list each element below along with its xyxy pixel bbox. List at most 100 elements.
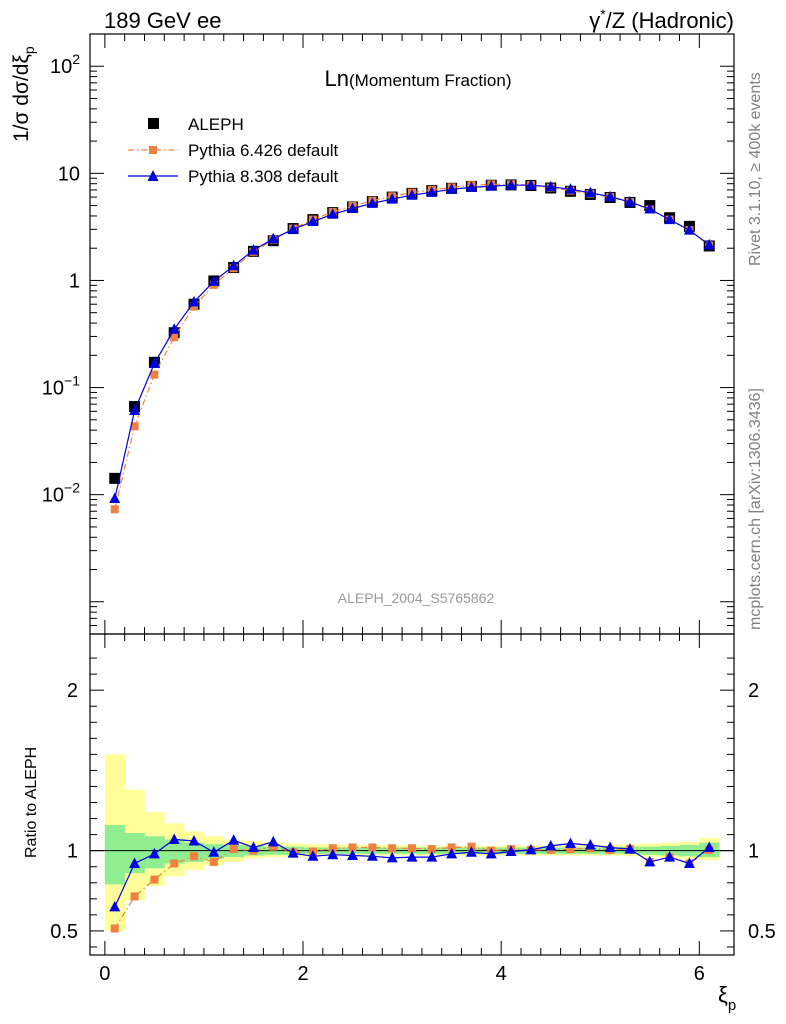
axes: 0 2 4 6 10−2 10−1 1 10 102 0.5 0.5 1 1 2 2	[42, 33, 776, 985]
pythia8-point	[208, 275, 220, 286]
pythia8-point	[109, 492, 121, 504]
ratio-band-inner	[104, 824, 126, 885]
ratio-pythia6-point	[388, 844, 397, 853]
pythia8-point	[683, 224, 695, 235]
main-y-tick-label: 10−2	[42, 480, 80, 507]
pythia8-point	[664, 213, 676, 225]
ratio-pythia8-point	[624, 843, 636, 854]
ratio-pythia8-point	[683, 857, 695, 869]
ratio-pythia8-point	[525, 843, 537, 855]
ratio-pythia8-point	[505, 845, 517, 856]
pythia8-point	[565, 183, 577, 194]
legend: ALEPH Pythia 6.426 default Pythia 8.308 …	[128, 115, 339, 186]
plot-title: Ln(Momentum Fraction)	[325, 66, 512, 91]
ratio-pythia8-point	[347, 849, 359, 860]
main-y-axis-label: 1/σ dσ/dξp	[10, 46, 37, 142]
ratio-pythia8-point	[228, 834, 240, 845]
legend-label-aleph: ALEPH	[188, 115, 244, 134]
ratio-y-tick-label-left: 1	[67, 841, 78, 863]
header-process: γ*/Z (Hadronic)	[589, 6, 734, 33]
pythia6-point	[170, 333, 179, 342]
pythia8-point	[366, 197, 378, 208]
x-tick-label: 0	[99, 963, 110, 985]
ratio-pythia6-point	[150, 875, 159, 884]
pythia8-point	[247, 244, 259, 255]
pythia6-point	[110, 505, 119, 514]
ratio-pythia8-point	[604, 841, 616, 852]
ratio-pythia6-point	[348, 843, 357, 852]
ratio-pythia6-point	[566, 845, 575, 854]
rivet-version-label: Rivet 3.1.10, ≥ 400k events	[747, 72, 764, 266]
pythia8-point	[327, 208, 339, 219]
ratio-pythia6-point	[408, 844, 416, 853]
ratio-y-tick-label-right: 0.5	[748, 921, 776, 943]
ratio-band-inner	[184, 842, 205, 862]
legend-marker-pythia6	[149, 146, 157, 154]
pythia8-point	[624, 196, 636, 207]
pythia8-point	[525, 179, 537, 190]
ratio-pythia8-point	[465, 846, 477, 857]
ratio-y-axis-label: Ratio to ALEPH	[23, 747, 40, 858]
pythia8-point	[584, 186, 596, 198]
pythia8-line	[114, 184, 710, 499]
ratio-uncertainty-bands	[90, 754, 734, 931]
main-y-tick-label: 10−1	[42, 373, 80, 400]
pythia8-point	[267, 232, 279, 244]
ratio-pythia8-point	[485, 847, 497, 859]
x-axis-label: ξp	[718, 982, 736, 1014]
pythia8-point	[446, 183, 458, 194]
ratio-pythia8-point	[545, 839, 557, 851]
ratio-pythia8-point	[188, 835, 200, 846]
ratio-pythia8-point	[327, 848, 339, 860]
pythia6-point	[150, 370, 159, 379]
ratio-band-inner	[164, 839, 185, 864]
legend-entry-aleph: ALEPH	[148, 115, 244, 134]
pythia8-point	[168, 323, 180, 334]
ratio-pythia6-point	[447, 843, 456, 852]
ratio-pythia6-point	[229, 845, 238, 854]
pythia6-line	[114, 183, 710, 510]
legend-marker-pythia8	[147, 170, 159, 181]
ratio-pythia8-point	[109, 900, 121, 912]
legend-label-pythia8: Pythia 8.308 default	[188, 167, 339, 186]
pythia8-point	[703, 238, 715, 250]
pythia8-point	[465, 181, 477, 192]
ratio-pythia8-point	[307, 850, 319, 861]
pythia6-point	[190, 302, 199, 311]
pythia8-point	[505, 179, 517, 190]
main-panel-series	[109, 179, 715, 514]
ratio-pythia8-point	[426, 851, 438, 862]
pythia6-point	[130, 422, 139, 431]
ratio-pythia6-point	[130, 892, 139, 901]
ratio-pythia8-point	[644, 855, 656, 867]
ratio-pythia8-point	[386, 851, 398, 863]
pythia8-point	[148, 357, 160, 368]
pythia8-point	[228, 259, 240, 271]
aleph-point	[109, 472, 121, 484]
ratio-pythia8-point	[208, 846, 220, 857]
ratio-pythia6-point	[209, 857, 218, 866]
ratio-panel-frame	[89, 633, 735, 956]
ratio-pythia8-point	[664, 851, 676, 862]
ratio-pythia6-point	[190, 852, 199, 861]
ratio-pythia8-point	[287, 847, 299, 858]
x-tick-label: 6	[694, 963, 705, 985]
legend-entry-pythia8: Pythia 8.308 default	[128, 167, 339, 186]
x-tick-label: 2	[297, 963, 308, 985]
pythia8-point	[386, 193, 398, 204]
ratio-band-inner	[124, 833, 145, 874]
legend-label-pythia6: Pythia 6.426 default	[188, 141, 339, 160]
x-tick-label: 4	[496, 963, 507, 985]
ratio-pythia8-point	[148, 847, 160, 859]
ratio-y-tick-label-left: 2	[67, 680, 78, 702]
pythia8-point	[644, 202, 656, 214]
mcplots-credit-label: mcplots.cern.ch [arXiv:1306.3436]	[747, 388, 764, 630]
ratio-pythia8-point	[129, 857, 141, 869]
ratio-pythia6-point	[368, 843, 377, 852]
ratio-panel-series	[109, 833, 715, 933]
ratio-pythia8-point	[565, 837, 577, 848]
pythia8-point	[188, 295, 200, 307]
ratio-pythia8-point	[267, 835, 279, 847]
ratio-y-tick-label-right: 1	[748, 841, 759, 863]
